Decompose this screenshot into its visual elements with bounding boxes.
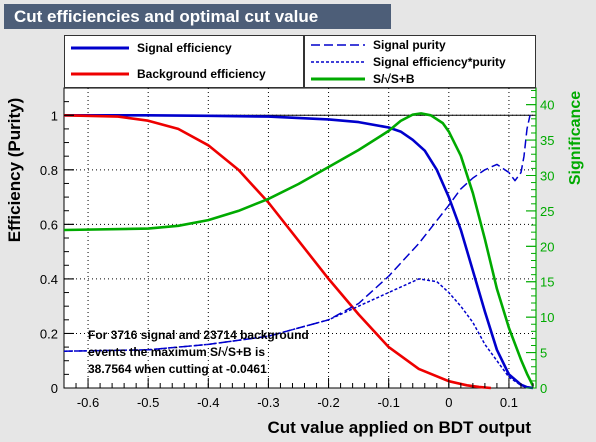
- y2-tick-label: 25: [540, 204, 554, 219]
- y-tick-label: 0.4: [40, 272, 58, 287]
- optimal-cut-note: For 3716 signal and 23714 background eve…: [88, 327, 368, 378]
- plot-area: [63, 87, 537, 389]
- legend-entry-signal-efficiency: Signal efficiency: [71, 39, 232, 57]
- legend-entry-signal-purity: Signal purity: [311, 36, 446, 54]
- x-axis-label: Cut value applied on BDT output: [268, 418, 532, 437]
- y-axis: 0 0.2 0.4 0.6 0.8 1: [40, 101, 74, 396]
- x-tick-label: -0.2: [317, 395, 339, 410]
- legend-entry-signal-efficiency-purity: Signal efficiency*purity: [311, 53, 506, 71]
- chart-title: Cut efficiencies and optimal cut value: [4, 4, 391, 29]
- legend-label: Signal efficiency: [137, 41, 232, 55]
- y2-tick-label: 20: [540, 239, 554, 254]
- y-tick-label: 0.8: [40, 163, 58, 178]
- y2-tick-label: 30: [540, 168, 554, 183]
- x-tick-label: 0.1: [500, 395, 518, 410]
- note-line: events the maximum S/√S+B is: [88, 345, 265, 359]
- y-tick-label: 0.6: [40, 217, 58, 232]
- series-line: [63, 278, 531, 389]
- y2-tick-label: 35: [540, 133, 554, 148]
- y2-tick-label: 40: [540, 98, 554, 113]
- y2-axis: 0 5 10 15 20 25 30 35 40: [526, 88, 554, 396]
- x-tick-label: 0: [445, 395, 452, 410]
- legend-left: Signal efficiency Background efficiency: [64, 35, 304, 88]
- series-line: [63, 115, 531, 352]
- note-line: For 3716 signal and 23714 background: [88, 328, 309, 342]
- series-line: [63, 114, 492, 390]
- y2-tick-label: 0: [540, 381, 547, 396]
- x-tick-label: -0.6: [77, 395, 99, 410]
- y-tick-label: 0.2: [40, 326, 58, 341]
- note-line: 38.7564 when cutting at -0.0461: [88, 362, 267, 376]
- x-tick-label: -0.3: [257, 395, 279, 410]
- series-line: [63, 112, 535, 387]
- series-layer: [63, 112, 535, 390]
- x-axis: -0.6 -0.5 -0.4 -0.3 -0.2 -0.1 0 0.1: [63, 378, 534, 410]
- legend-right: Signal purity Signal efficiency*purity S…: [304, 35, 536, 88]
- y2-axis-label: Significance: [567, 91, 584, 185]
- x-tick-label: -0.4: [197, 395, 219, 410]
- y-axis-label: Efficiency (Purity): [5, 98, 24, 243]
- legend-label: Background efficiency: [137, 67, 266, 81]
- y2-tick-label: 5: [540, 346, 547, 361]
- y2-tick-label: 10: [540, 310, 554, 325]
- legend-entry-background-efficiency: Background efficiency: [71, 65, 266, 83]
- y-tick-label: 1: [51, 108, 58, 123]
- legend-label: Signal purity: [373, 38, 446, 52]
- x-tick-label: -0.5: [137, 395, 159, 410]
- x-tick-label: -0.1: [377, 395, 399, 410]
- legend-label: Signal efficiency*purity: [373, 55, 506, 69]
- series-line: [64, 114, 534, 390]
- legend-entry-significance: S/√S+B: [311, 70, 415, 88]
- legend-label: S/√S+B: [373, 72, 415, 86]
- y2-tick-label: 15: [540, 275, 554, 290]
- y-tick-label: 0: [51, 381, 58, 396]
